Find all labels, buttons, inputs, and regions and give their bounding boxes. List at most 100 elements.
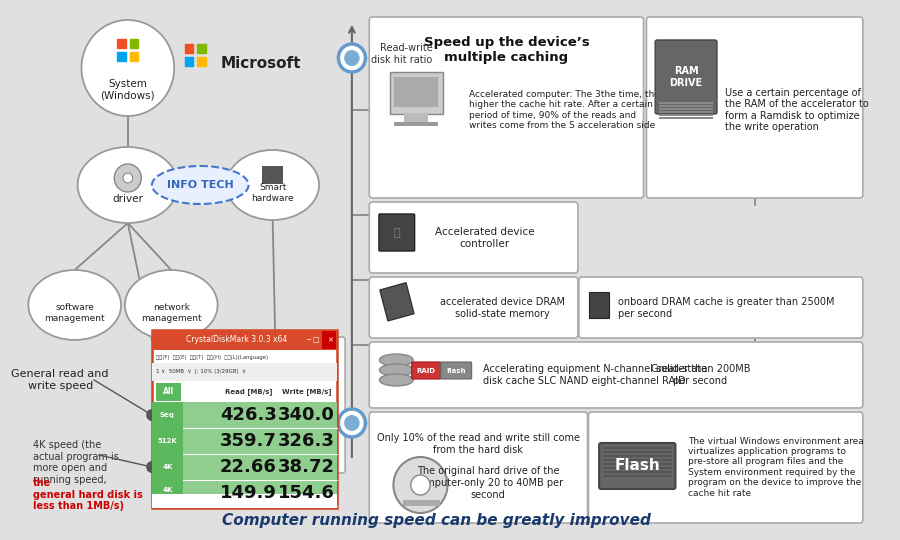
Text: Read [MB/s]: Read [MB/s]	[225, 389, 273, 395]
Bar	[394, 122, 437, 126]
Bar	[152, 454, 183, 480]
FancyBboxPatch shape	[579, 277, 863, 338]
Bar	[603, 471, 671, 473]
Bar	[152, 480, 338, 506]
Text: Greater than 200MB
per second: Greater than 200MB per second	[651, 364, 751, 386]
Text: Use a certain percentage of
the RAM of the accelerator to
form a Ramdisk to opti: Use a certain percentage of the RAM of t…	[724, 87, 868, 132]
Bar	[603, 447, 671, 449]
Text: ✉: ✉	[236, 349, 262, 375]
Text: software
management: software management	[44, 303, 105, 323]
Text: 359.7: 359.7	[220, 432, 277, 450]
Text: 4K: 4K	[162, 464, 173, 470]
Text: onboard DRAM cache is greater than 2500M
per second: onboard DRAM cache is greater than 2500M…	[618, 297, 835, 319]
Bar	[590, 292, 608, 318]
Bar	[197, 44, 206, 53]
Bar	[603, 459, 671, 461]
Text: Accelerating equipment N-channel solid-state
disk cache SLC NAND eight-channel R: Accelerating equipment N-channel solid-s…	[483, 364, 707, 386]
Circle shape	[410, 475, 430, 495]
Bar	[152, 330, 338, 350]
FancyBboxPatch shape	[379, 214, 415, 251]
Text: Seq: Seq	[160, 412, 175, 418]
Ellipse shape	[125, 270, 218, 340]
Bar	[152, 454, 338, 480]
Bar	[130, 39, 139, 48]
Text: Speed up the device’s
multiple caching: Speed up the device’s multiple caching	[424, 36, 590, 64]
Text: INFO TECH: INFO TECH	[166, 180, 234, 190]
Bar	[659, 108, 713, 110]
FancyBboxPatch shape	[369, 277, 578, 338]
Circle shape	[393, 457, 447, 513]
Bar	[197, 57, 206, 66]
Bar	[380, 283, 414, 321]
Bar	[262, 166, 284, 184]
Bar	[152, 330, 338, 508]
FancyBboxPatch shape	[599, 443, 675, 489]
Text: 38.72: 38.72	[278, 458, 335, 476]
Bar	[603, 463, 671, 465]
Ellipse shape	[380, 354, 413, 366]
Text: Write [MB/s]: Write [MB/s]	[282, 389, 331, 395]
FancyBboxPatch shape	[412, 362, 441, 379]
Circle shape	[81, 20, 175, 116]
Text: Accelerate equipment
operation to improve
processing architecture
and performanc: Accelerate equipment operation to improv…	[222, 386, 329, 426]
Text: network
management: network management	[141, 303, 202, 323]
Bar	[184, 44, 194, 53]
Circle shape	[146, 461, 158, 473]
Bar	[130, 52, 139, 61]
Bar	[117, 39, 126, 48]
Text: 22.66: 22.66	[220, 458, 277, 476]
Bar	[403, 500, 440, 506]
Text: 4K speed (the
actual program is
more open and
running speed,: 4K speed (the actual program is more ope…	[33, 440, 119, 485]
Text: 326.3: 326.3	[278, 432, 335, 450]
Text: 154.6: 154.6	[278, 484, 335, 502]
Circle shape	[344, 50, 360, 66]
Circle shape	[146, 409, 158, 421]
Text: ✕: ✕	[327, 337, 333, 343]
Bar	[659, 111, 713, 113]
Bar	[152, 402, 183, 428]
FancyBboxPatch shape	[589, 412, 863, 523]
Circle shape	[338, 409, 365, 437]
FancyBboxPatch shape	[655, 40, 717, 114]
Circle shape	[123, 173, 132, 183]
Text: Read-write
disk hit ratio: Read-write disk hit ratio	[371, 43, 432, 65]
Bar	[603, 451, 671, 453]
Text: Computer running speed can be greatly improved: Computer running speed can be greatly im…	[222, 512, 652, 528]
Text: Smart
hardware: Smart hardware	[251, 183, 294, 202]
Bar	[603, 475, 671, 477]
Bar	[156, 383, 181, 401]
Bar	[117, 52, 126, 61]
Text: the
general hard disk is
less than 1MB/s): the general hard disk is less than 1MB/s…	[33, 478, 143, 511]
Ellipse shape	[226, 150, 319, 220]
Text: Microsoft: Microsoft	[220, 56, 301, 71]
Text: 1 ∨  50MB  ∨  J: 10% (3/29GB)  ∨: 1 ∨ 50MB ∨ J: 10% (3/29GB) ∨	[156, 369, 246, 375]
Bar	[152, 363, 338, 381]
Text: 4K
Q032: 4K Q032	[158, 487, 177, 500]
Text: 149.9: 149.9	[220, 484, 277, 502]
Text: Accelerated computer: The 3the time, the
higher the cache hit rate. After a cert: Accelerated computer: The 3the time, the…	[469, 90, 660, 130]
Text: General read and
write speed: General read and write speed	[12, 369, 109, 391]
Bar	[152, 480, 183, 506]
Ellipse shape	[380, 364, 413, 376]
Circle shape	[338, 44, 365, 72]
FancyBboxPatch shape	[441, 362, 472, 379]
Text: ─: ─	[306, 337, 310, 343]
Circle shape	[344, 415, 360, 431]
Bar	[659, 102, 713, 104]
Bar	[659, 117, 713, 119]
Text: Only 10% of the read and write still come
from the hard disk: Only 10% of the read and write still com…	[377, 433, 580, 455]
Text: CrystalDiskMark 3.0.3 x64: CrystalDiskMark 3.0.3 x64	[186, 335, 288, 345]
Bar	[152, 428, 183, 454]
Text: 426.3: 426.3	[220, 406, 277, 424]
FancyBboxPatch shape	[369, 342, 863, 408]
Text: driver: driver	[112, 194, 143, 204]
Bar	[152, 428, 338, 454]
Text: Flash: Flash	[615, 458, 661, 474]
FancyBboxPatch shape	[204, 337, 345, 473]
Text: The virtual Windows environment area
virtualizes application programs to
pre-sto: The virtual Windows environment area vir…	[688, 436, 864, 497]
Text: RAM
DRIVE: RAM DRIVE	[670, 66, 703, 88]
Ellipse shape	[380, 374, 413, 386]
Text: □: □	[313, 337, 320, 343]
Bar	[152, 494, 338, 508]
Text: flash: flash	[446, 368, 466, 374]
